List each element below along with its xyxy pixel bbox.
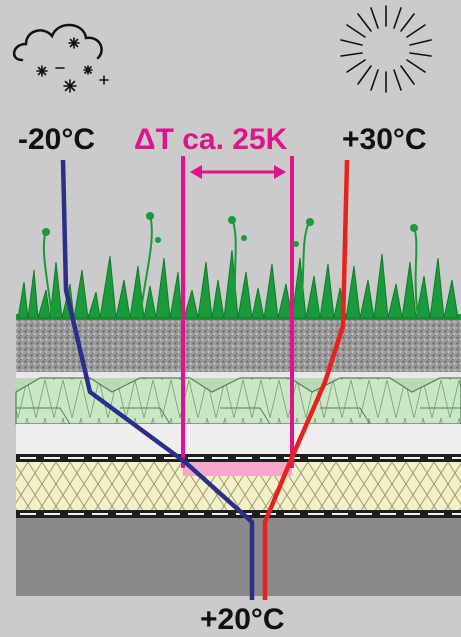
delta-t-label: ΔT ca. 25K <box>134 123 288 156</box>
concrete-slab <box>16 518 461 596</box>
roof-layers <box>15 318 461 596</box>
delta-fill <box>183 462 292 476</box>
cold-temperature-label: -20°C <box>18 123 95 156</box>
interior-temperature-label: +20°C <box>200 603 285 636</box>
filter-fleece-layer <box>16 372 461 378</box>
hot-temperature-line <box>262 159 350 600</box>
substrate-layer <box>16 318 461 376</box>
delta-arrow <box>190 165 286 179</box>
vegetation <box>16 212 461 320</box>
drainage-layer <box>15 377 461 425</box>
snow-cloud-icon <box>13 23 109 93</box>
protection-mat-layer <box>16 424 461 454</box>
sun-icon <box>340 5 432 93</box>
hot-temperature-label: +30°C <box>342 123 427 156</box>
cold-temperature-line <box>60 159 255 600</box>
